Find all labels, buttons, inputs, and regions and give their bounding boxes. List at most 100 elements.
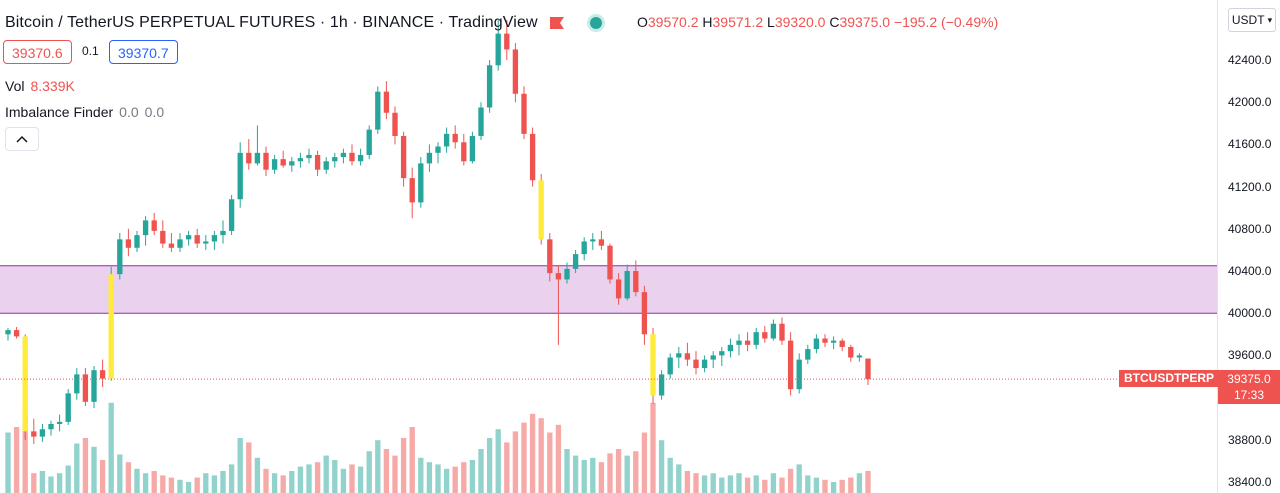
price-tick-label: 41600.0 [1228,137,1272,152]
volume-bar [220,471,226,493]
status-dot-icon [589,17,602,29]
volume-bar [615,449,622,493]
candle-body [744,340,751,345]
last-price-value: 39375.0 [1227,372,1271,386]
candle-body [220,230,226,236]
symbol-title[interactable]: Bitcoin / TetherUS PERPETUAL FUTURES · 1… [5,14,538,31]
volume-bar [65,465,71,493]
volume-bar [796,464,802,493]
candle-body [392,112,398,136]
volume-bar [538,418,544,493]
volume-bar [443,468,450,493]
candle-body [856,355,863,358]
flag-icon[interactable] [549,17,564,29]
volume-bar [246,442,252,493]
candle-body [194,235,200,244]
candle-body [357,154,364,162]
volume-bar [177,479,183,493]
volume-bar [125,462,132,493]
volume-bar [82,438,89,493]
volume-bar [736,473,742,493]
volume-bar [375,440,381,493]
candle-body [461,142,467,162]
high-label: H [702,14,713,30]
volume-bar [865,471,871,493]
candle-body [848,346,854,358]
volume-bar [13,427,20,493]
candle-body [701,359,708,369]
volume-bar [529,413,536,493]
volume-bar [753,475,759,493]
candle-body [615,279,622,299]
candle-body [400,135,407,179]
price-tick-label: 39600.0 [1228,348,1272,363]
candle-body [418,163,424,203]
candle-body [865,358,871,380]
volume-bar [469,460,476,493]
volume-bar [332,460,338,493]
candle-body [306,154,312,159]
open-label: O [637,14,648,30]
candle-body [813,338,820,350]
candle-body [263,152,269,170]
ohlc-readout: O39570.2 H39571.2 L39320.0 C39375.0 −195… [637,14,998,30]
candle-body [22,336,28,432]
chart-header: Bitcoin / TetherUS PERPETUAL FUTURES · 1… [5,12,602,34]
candle-body [555,273,562,280]
indicator-value: 0.0 [119,104,139,120]
volume-bar [598,462,605,493]
volume-bar [856,473,863,493]
candle-body [727,344,734,352]
price-tick-label: 40400.0 [1228,264,1272,278]
currency-select[interactable]: USDT ▾ [1228,8,1276,32]
volume-bar [839,479,845,493]
candle-body [719,351,725,356]
volume-bar [667,457,673,493]
volume-bar [142,473,149,493]
volume-bar [495,429,501,493]
volume-bar [590,457,596,493]
volume-bar [719,477,725,493]
candle-body [237,152,243,200]
candle-body [271,159,278,170]
volume-bar [787,468,794,493]
candle-body [254,152,261,164]
volume-bar [185,482,192,493]
volume-bar [22,413,28,493]
volume-bar [168,477,175,493]
currency-label: USDT [1231,13,1265,27]
candle-body [340,152,347,158]
volume-bar [134,468,140,493]
candle-body [512,49,519,94]
imbalance-indicator-legend[interactable]: Imbalance Finder 0.0 0.0 [5,104,164,120]
candle-body [185,235,192,240]
candle-body [805,349,811,360]
buy-button[interactable]: 39370.7 [109,40,178,64]
candle-body [529,133,536,181]
candle-body [314,154,321,170]
candle-body [56,421,63,424]
volume-bar [280,475,286,493]
candle-body [443,133,450,147]
candle-body [478,107,484,136]
volume-bar [805,475,811,493]
volume-bar [486,438,493,493]
candle-body [177,239,183,248]
volume-bar [160,475,166,493]
indicator-name: Imbalance Finder [5,104,114,120]
candle-body [65,393,71,422]
candlestick-series [5,19,871,445]
volume-indicator-legend[interactable]: Vol 8.339K [5,78,75,94]
candle-body [469,135,476,162]
candle-body [297,158,304,162]
sell-button[interactable]: 39370.6 [3,40,72,64]
collapse-legend-button[interactable] [5,127,39,151]
candle-body [426,152,433,164]
volume-bar [633,451,639,493]
candle-body [31,431,37,437]
volume-bar [340,468,347,493]
price-axis[interactable] [1217,0,1280,493]
volume-bar [392,455,398,493]
candle-body [736,340,742,345]
